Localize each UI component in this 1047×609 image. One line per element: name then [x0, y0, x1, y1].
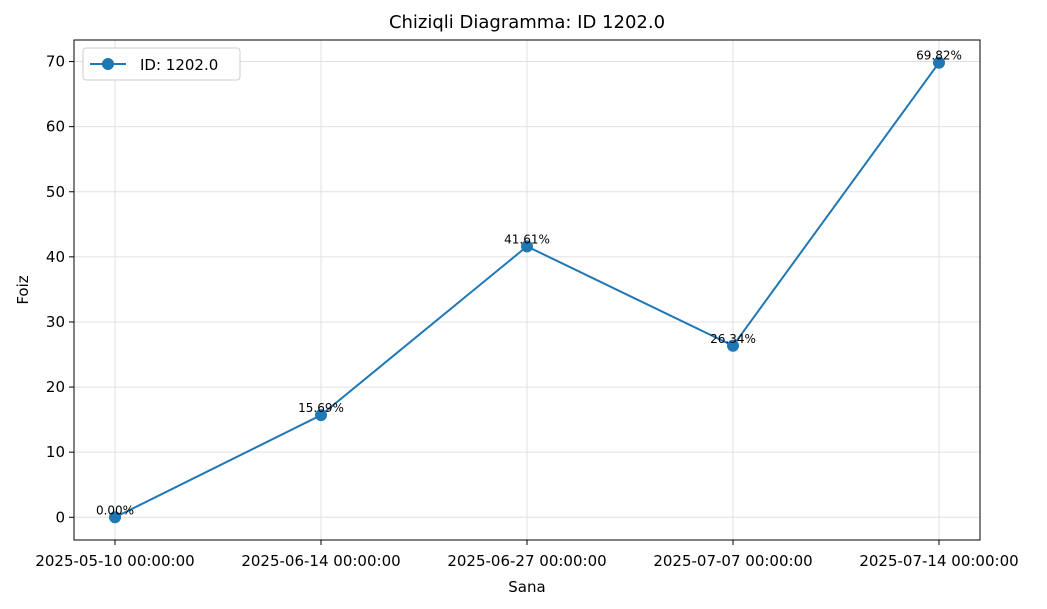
y-axis-label: Foiz	[14, 275, 32, 304]
data-label: 15.69%	[298, 401, 344, 415]
data-point	[109, 511, 121, 524]
x-tick-label: 2025-06-27 00:00:00	[447, 552, 606, 570]
y-tick-label: 70	[46, 53, 65, 71]
y-tick-label: 0	[55, 508, 65, 526]
legend-label: ID: 1202.0	[140, 56, 218, 74]
data-point	[933, 56, 945, 69]
legend-point-marker	[102, 58, 114, 70]
x-tick-label: 2025-06-14 00:00:00	[241, 552, 400, 570]
y-tick-label: 10	[46, 443, 65, 461]
chart-title: Chiziqli Diagramma: ID 1202.0	[389, 12, 665, 33]
x-tick-label: 2025-07-14 00:00:00	[859, 552, 1018, 570]
data-label: 26.34%	[710, 332, 756, 346]
x-axis: 2025-05-10 00:00:00 2025-06-14 00:00:00 20…	[35, 540, 1019, 570]
x-axis-label: Sana	[508, 578, 545, 596]
data-label: 0.00%	[96, 503, 134, 517]
y-tick-label: 20	[46, 378, 65, 396]
x-tick-label: 2025-05-10 00:00:00	[35, 552, 194, 570]
y-tick-label: 60	[46, 118, 65, 136]
legend-box	[82, 47, 241, 81]
data-point	[315, 409, 327, 422]
series-group: 0.00% 15.69% 41.61% 26.34% 69.82%	[96, 49, 962, 524]
plot-frame	[73, 39, 981, 541]
data-label: 69.82%	[916, 49, 962, 63]
legend: ID: 1202.0	[82, 47, 241, 81]
data-point	[521, 240, 533, 253]
y-tick-label: 40	[46, 248, 65, 266]
y-tick-label: 30	[46, 313, 65, 331]
x-tick-label: 2025-07-07 00:00:00	[653, 552, 812, 570]
y-tick-label: 50	[46, 183, 65, 201]
grid	[74, 40, 980, 540]
data-label: 41.61%	[504, 232, 550, 246]
data-point	[727, 339, 739, 352]
y-axis: 0 10 20 30 40 50 60 70	[46, 53, 74, 526]
